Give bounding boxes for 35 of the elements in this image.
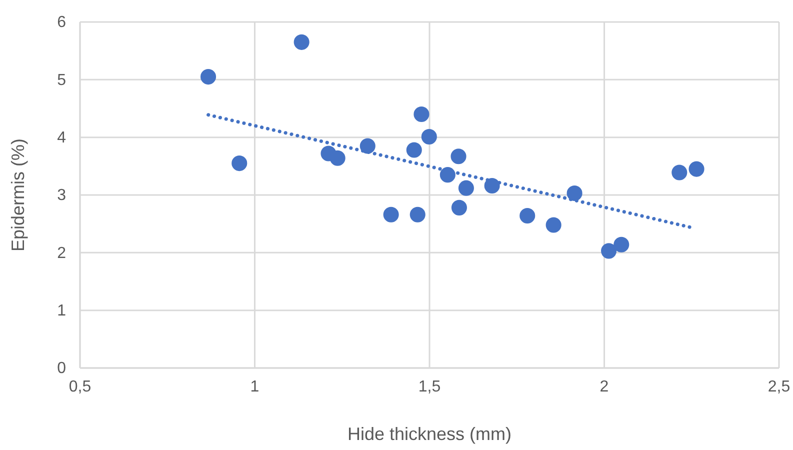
point bbox=[406, 142, 422, 158]
point bbox=[200, 69, 216, 85]
point bbox=[421, 128, 437, 145]
point bbox=[414, 106, 430, 122]
point bbox=[360, 138, 376, 154]
point bbox=[520, 208, 536, 224]
point bbox=[601, 243, 617, 259]
point bbox=[450, 148, 466, 164]
point bbox=[688, 161, 704, 177]
point bbox=[484, 178, 500, 194]
y-tick-label: 2 bbox=[57, 244, 66, 262]
point bbox=[330, 150, 346, 166]
x-tick-label: 0,5 bbox=[68, 378, 92, 396]
y-axis-title: Epidermis (%) bbox=[8, 138, 28, 252]
y-tick-label: 1 bbox=[57, 302, 66, 320]
point bbox=[294, 34, 310, 50]
point bbox=[410, 206, 426, 222]
point bbox=[614, 236, 630, 252]
x-tick-label: 2 bbox=[600, 378, 609, 396]
point bbox=[566, 186, 582, 202]
x-tick-label: 1 bbox=[250, 378, 260, 396]
point bbox=[458, 180, 474, 196]
x-tick-label: 2,5 bbox=[768, 378, 790, 396]
point bbox=[672, 164, 688, 180]
point bbox=[451, 200, 467, 216]
point bbox=[232, 156, 248, 172]
y-tick-label: 3 bbox=[57, 187, 66, 204]
x-axis-title: Hide thickness (mm) bbox=[347, 424, 512, 444]
point bbox=[383, 206, 399, 222]
x-tick-label: 1,5 bbox=[418, 378, 441, 396]
y-tick-label: 6 bbox=[57, 14, 66, 32]
y-tick-label: 5 bbox=[57, 72, 66, 89]
point bbox=[546, 217, 562, 233]
y-tick-label: 0 bbox=[57, 360, 66, 378]
y-tick-label: 4 bbox=[57, 129, 66, 146]
